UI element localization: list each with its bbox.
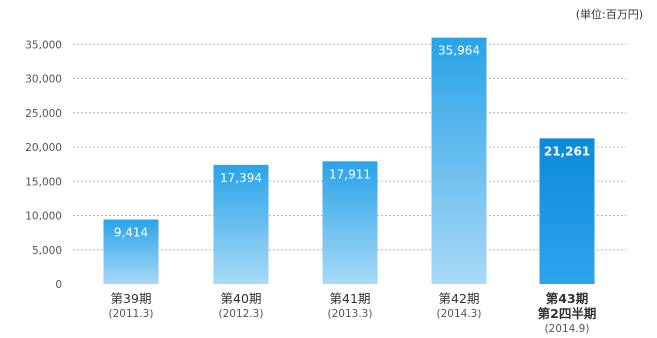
x-tick-label: 第39期 [111, 291, 152, 306]
bar [539, 138, 595, 284]
y-tick-label: 35,000 [25, 39, 62, 51]
x-tick-label: 第41期 [330, 291, 371, 306]
y-axis-tick-labels: 0 5,000 10,000 15,000 20,000 25,000 30,000 35,0… [25, 39, 62, 291]
bar [431, 37, 487, 284]
value-label: 9,414 [114, 226, 148, 240]
bars [103, 37, 595, 284]
unit-label: (単位:百万円) [575, 8, 643, 21]
x-tick-label: 第43期 [546, 291, 588, 306]
x-tick-label-line2: 第2四半期 [538, 306, 597, 321]
x-tick-sublabel: (2011.3) [109, 308, 154, 320]
value-label: 17,394 [220, 171, 262, 185]
x-tick-sublabel: (2013.3) [328, 308, 373, 320]
value-label: 35,964 [438, 44, 480, 58]
x-tick-sublabel: (2012.3) [219, 308, 264, 320]
x-tick-sublabel: (2014.9) [545, 323, 590, 335]
x-axis-tick-labels: 第39期 (2011.3) 第40期 (2012.3) 第41期 (2013.3) 第42期… [109, 291, 597, 335]
bar [322, 161, 378, 284]
value-labels: 9,414 17,394 17,911 35,964 21,261 [114, 44, 590, 240]
bar [103, 219, 159, 284]
value-label: 21,261 [544, 144, 590, 158]
value-label: 17,911 [329, 167, 371, 181]
x-tick-label: 第40期 [221, 291, 262, 306]
y-tick-label: 25,000 [25, 108, 62, 120]
x-tick-sublabel: (2014.3) [437, 308, 482, 320]
y-tick-label: 0 [55, 279, 62, 291]
y-tick-label: 30,000 [25, 74, 62, 86]
y-tick-label: 10,000 [25, 211, 62, 223]
bar [213, 164, 269, 284]
x-tick-label: 第42期 [439, 291, 480, 306]
y-tick-label: 15,000 [25, 176, 62, 188]
y-tick-label: 5,000 [32, 245, 62, 257]
y-tick-label: 20,000 [25, 142, 62, 154]
